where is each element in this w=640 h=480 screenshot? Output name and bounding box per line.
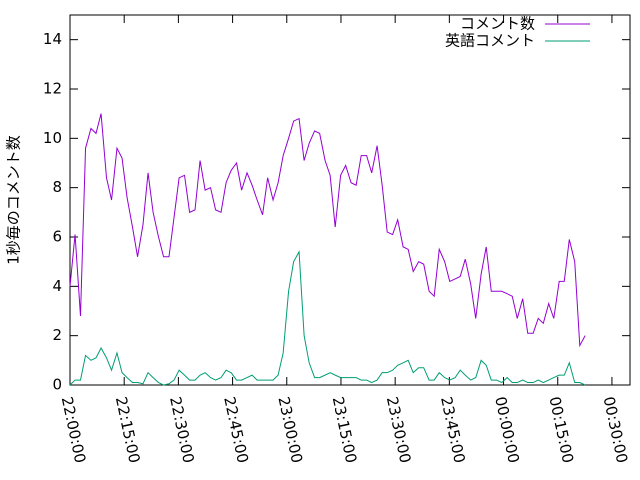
legend-label: 英語コメント [445, 32, 535, 50]
x-tick-label: 22:15:00 [112, 395, 144, 465]
series-line [69, 113, 586, 348]
x-tick-label: 23:45:00 [437, 395, 469, 465]
y-tick-label: 12 [43, 80, 62, 98]
y-tick-label: 10 [43, 129, 62, 147]
y-tick-label: 0 [52, 376, 62, 394]
x-tick-label: 00:00:00 [491, 395, 523, 465]
x-tick-label: 22:00:00 [58, 395, 90, 465]
y-tick-label: 6 [52, 228, 62, 246]
x-tick-label: 22:45:00 [220, 395, 252, 465]
series-line [69, 250, 586, 386]
y-axis-label: 1秒毎のコメント数 [5, 135, 23, 265]
y-tick-label: 2 [52, 326, 62, 344]
x-tick-label: 23:15:00 [329, 395, 361, 465]
legend-label: コメント数 [460, 15, 535, 33]
x-tick-label: 23:00:00 [274, 395, 306, 465]
x-tick-label: 00:30:00 [600, 395, 632, 465]
plot-border [69, 14, 631, 386]
x-tick-label: 22:30:00 [166, 395, 198, 465]
y-tick-label: 14 [43, 30, 62, 48]
x-tick-label: 00:15:00 [545, 395, 577, 465]
x-tick-label: 23:30:00 [383, 395, 415, 465]
y-tick-label: 8 [52, 178, 62, 196]
y-tick-label: 4 [52, 277, 62, 295]
